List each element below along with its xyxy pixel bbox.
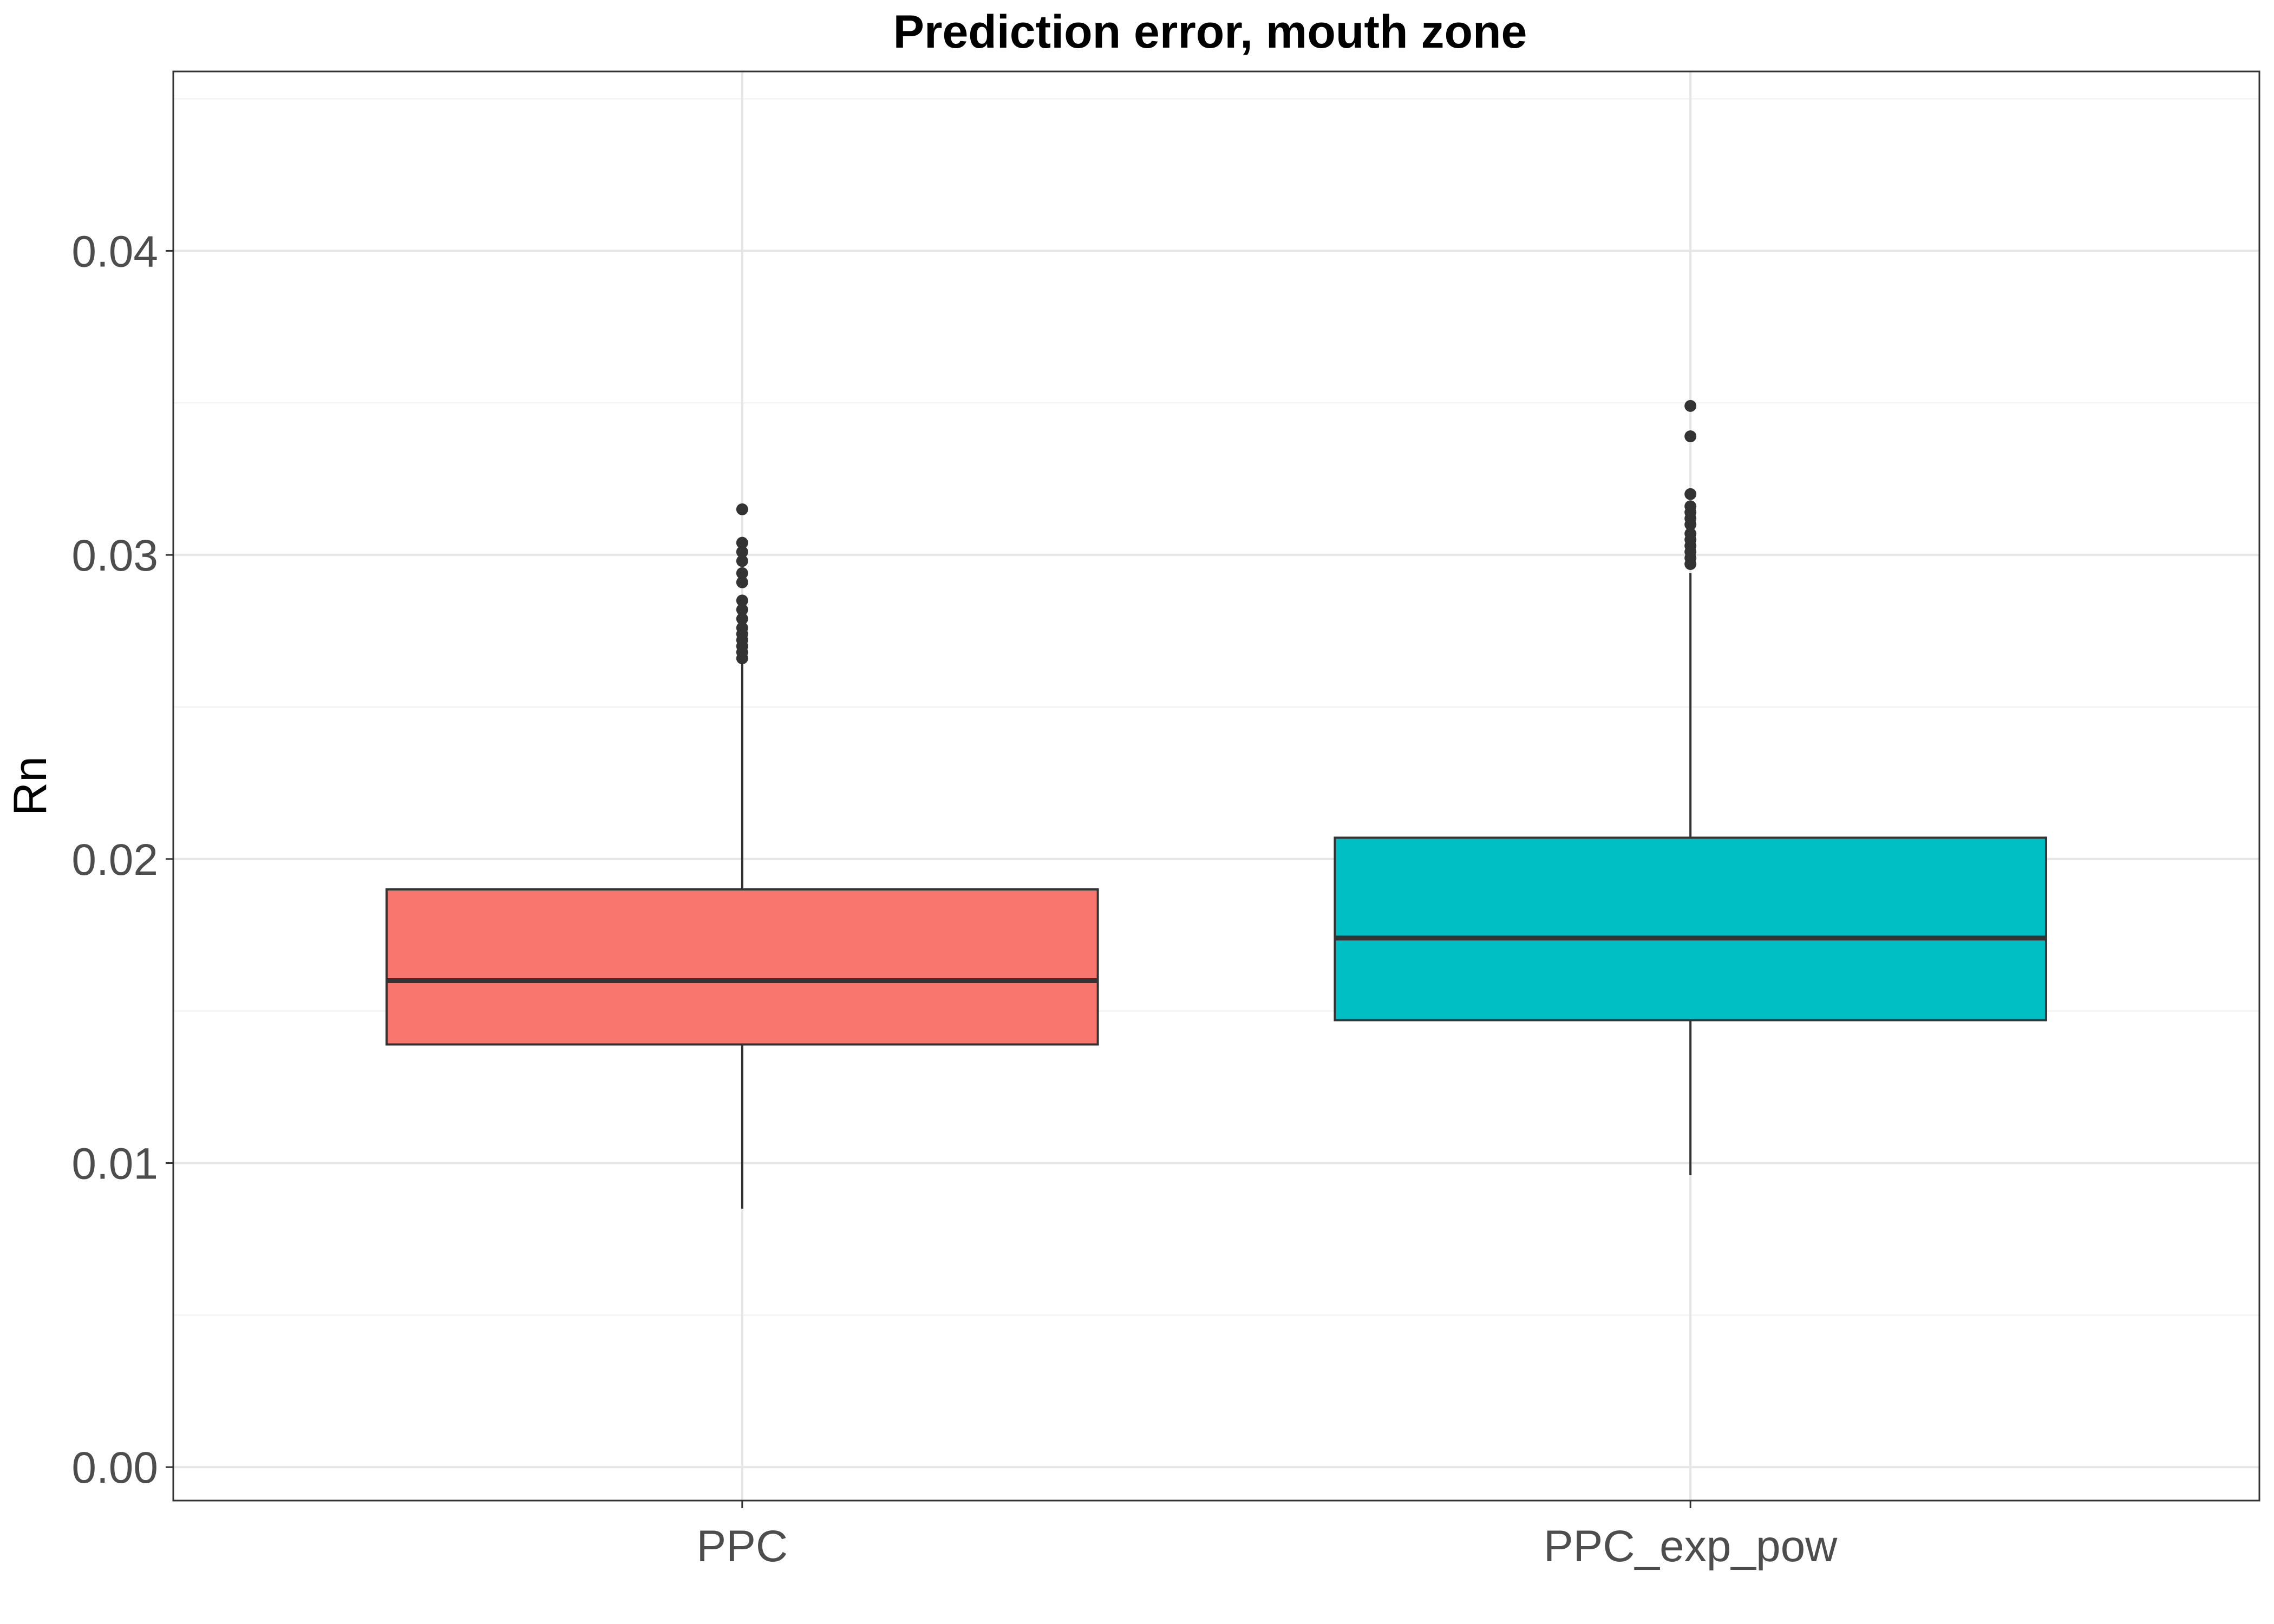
plot-panel (173, 71, 2259, 1501)
outlier-point (736, 576, 748, 588)
outlier-point (736, 604, 748, 616)
outlier-point (736, 536, 748, 549)
y-axis-label: Rn (4, 756, 56, 816)
box-ppc-exp-pow (1334, 400, 2047, 1175)
outlier-point (1684, 527, 1697, 540)
major-gridlines (173, 71, 2259, 1501)
x-axis: PPC PPC_exp_pow (697, 1501, 1838, 1571)
outlier-point (736, 613, 748, 625)
outlier-point (736, 503, 748, 515)
plot-border (172, 70, 2260, 1502)
outlier-point (1684, 488, 1697, 500)
chart-title: Prediction error, mouth zone (893, 6, 1527, 58)
outlier-point (736, 555, 748, 567)
y-tick-label: 0.04 (71, 227, 158, 276)
y-tick-label: 0.03 (71, 531, 158, 580)
y-tick-label: 0.02 (71, 835, 158, 885)
y-tick-label: 0.00 (71, 1443, 158, 1492)
iqr-box (385, 888, 1099, 1046)
outlier-point (1684, 430, 1697, 443)
y-tick-label: 0.01 (71, 1140, 158, 1189)
x-tick-label: PPC_exp_pow (1544, 1522, 1838, 1571)
outlier-point (736, 567, 748, 579)
outlier-point (736, 621, 748, 634)
y-axis: 0.00 0.01 0.02 0.03 0.04 (71, 227, 173, 1492)
outlier-point (736, 594, 748, 607)
box-ppc (385, 503, 1099, 1209)
x-tick-label: PPC (697, 1522, 788, 1571)
iqr-box (1334, 836, 2047, 1021)
outlier-point (1684, 400, 1697, 412)
outlier-point (1684, 500, 1697, 513)
boxes-layer (385, 400, 2047, 1209)
outlier-point (736, 546, 748, 558)
